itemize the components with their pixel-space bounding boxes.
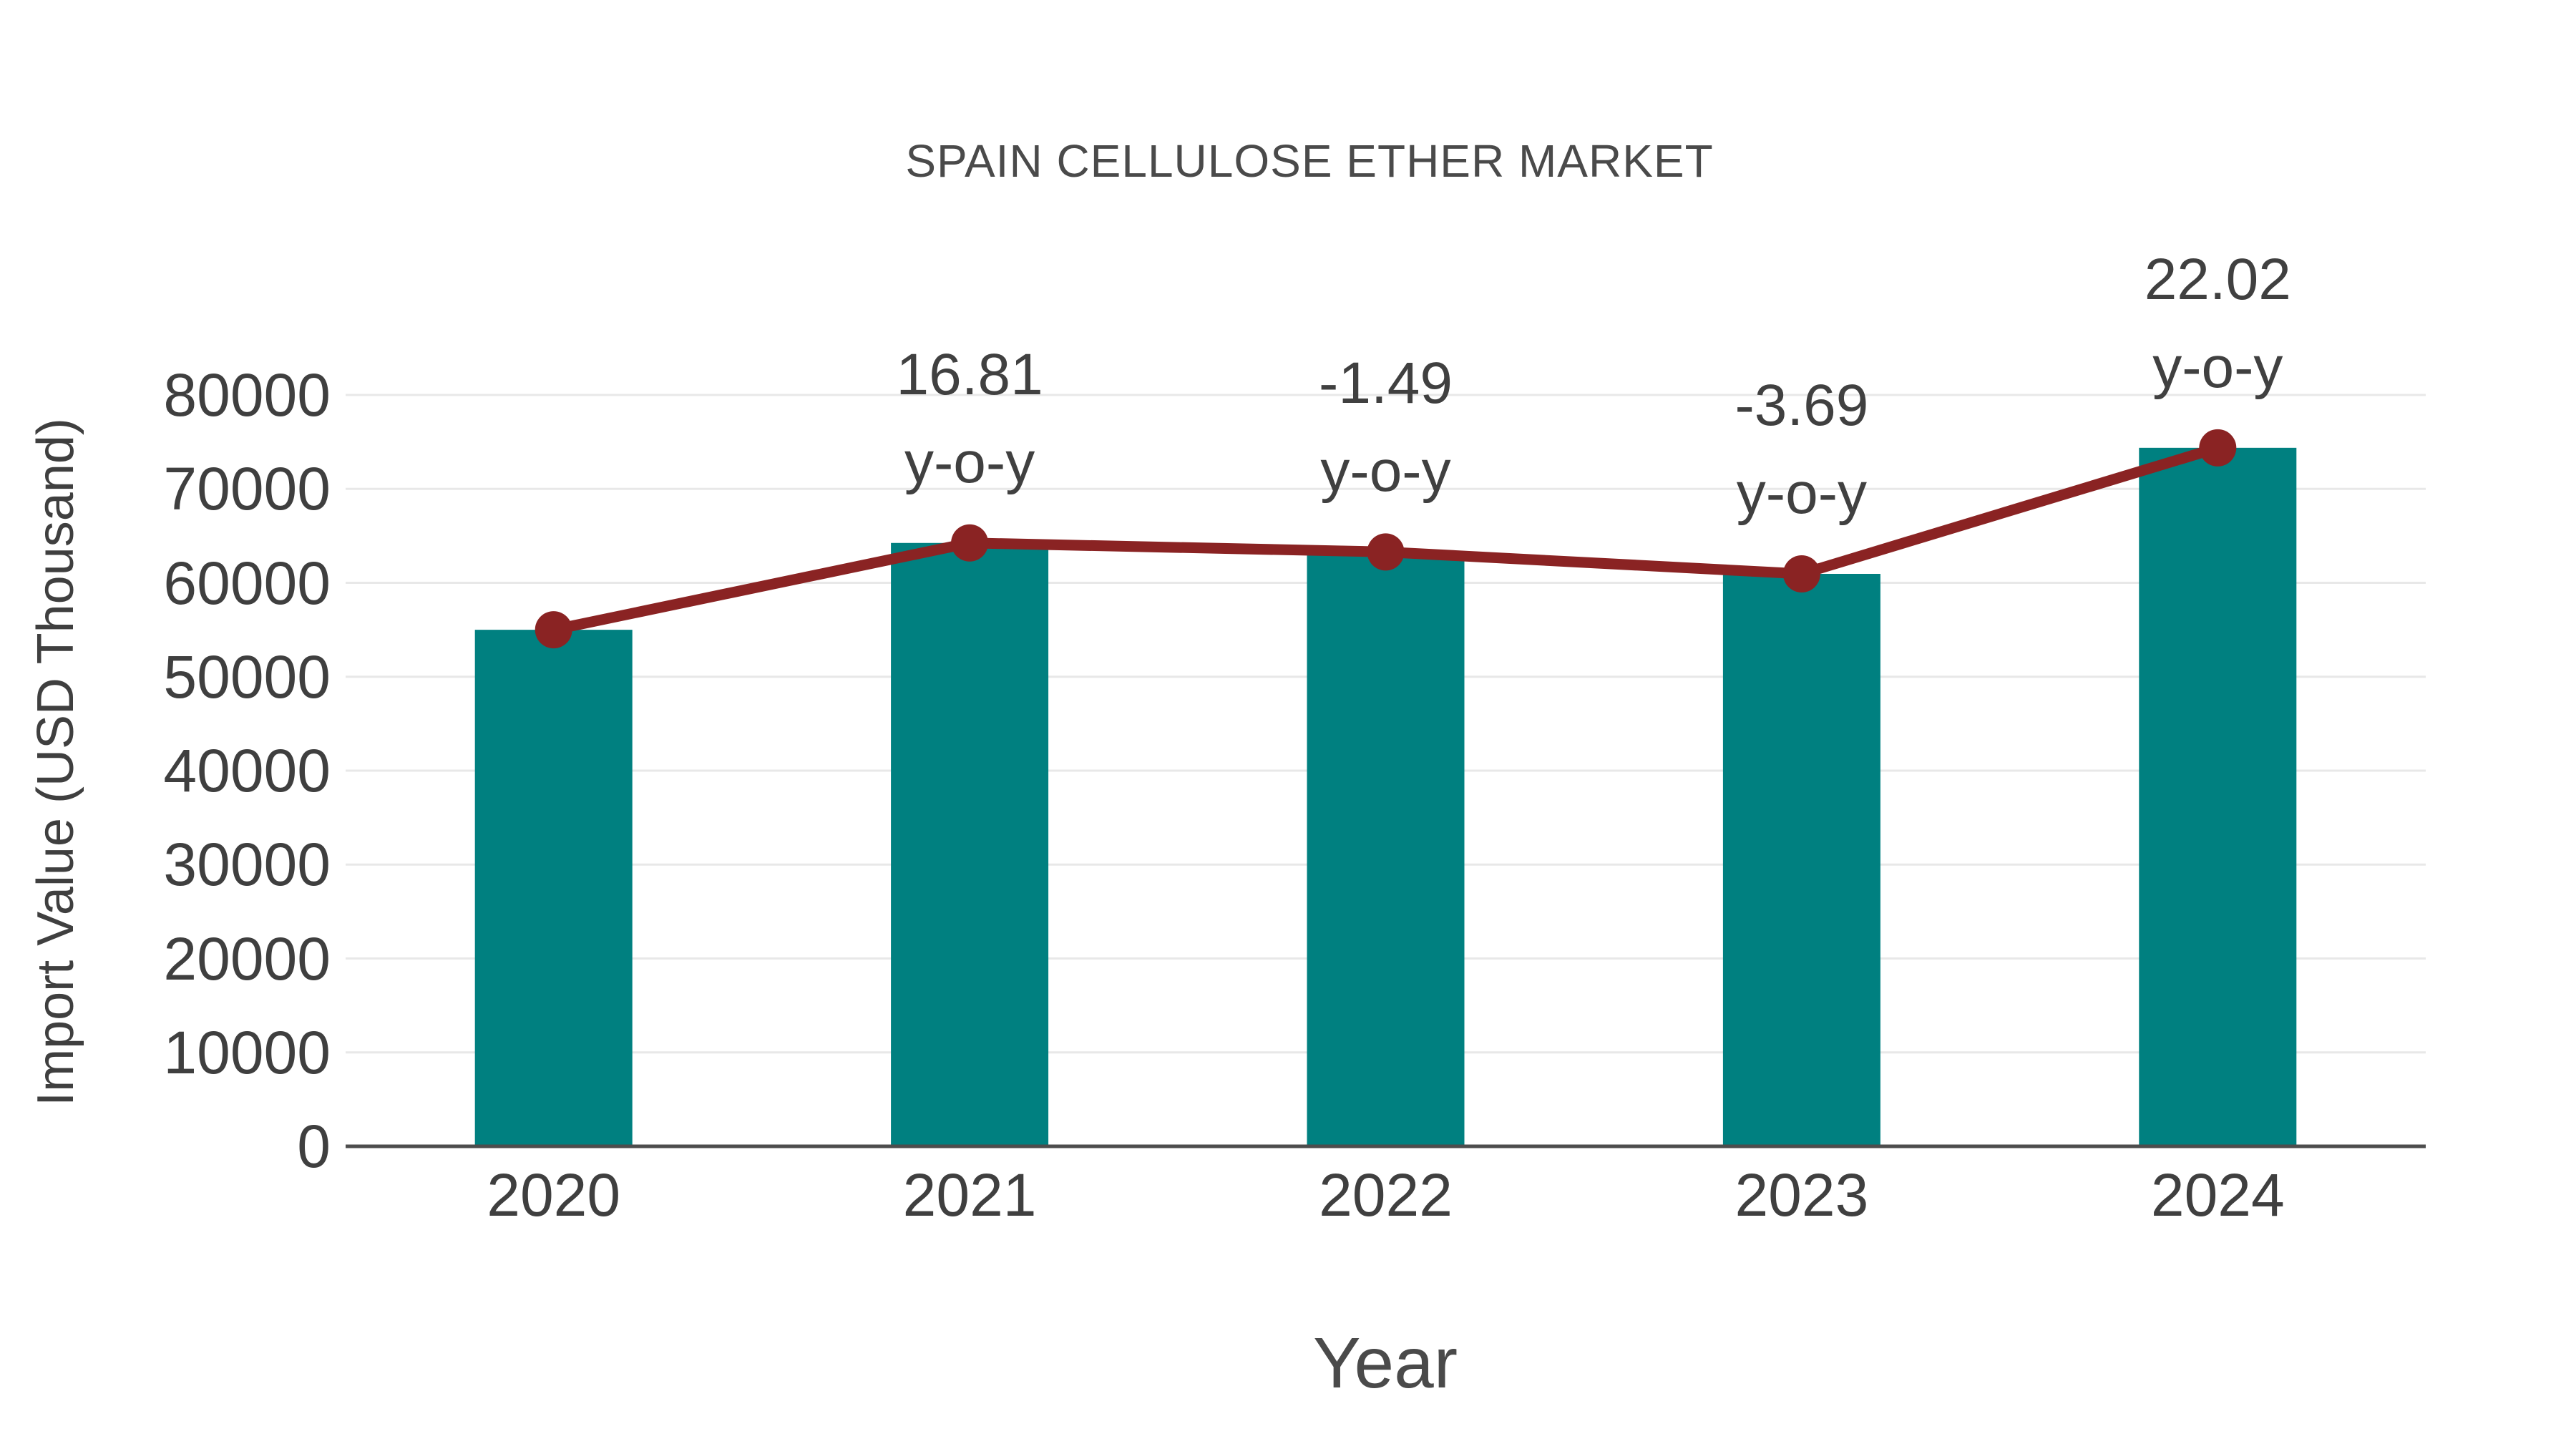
y-tick-label-80000: 80000 bbox=[163, 361, 331, 429]
chart-title: SPAIN CELLULOSE ETHER MARKET bbox=[905, 135, 1714, 187]
y-tick-label-40000: 40000 bbox=[163, 737, 331, 804]
x-tick-label-2023: 2023 bbox=[1735, 1161, 1869, 1229]
x-tick-label-2020: 2020 bbox=[487, 1161, 621, 1229]
y-tick-label-70000: 70000 bbox=[163, 455, 331, 523]
trend-point-2022 bbox=[1367, 533, 1405, 571]
bar-2020 bbox=[474, 630, 633, 1146]
y-tick-label-60000: 60000 bbox=[163, 549, 331, 617]
bar-2024 bbox=[2139, 447, 2297, 1146]
y-tick-label-20000: 20000 bbox=[163, 924, 331, 992]
trend-point-2023 bbox=[1782, 555, 1820, 592]
annotation-value-2023: -3.69 bbox=[1735, 372, 1869, 438]
annotation-value-2022: -1.49 bbox=[1319, 351, 1453, 416]
x-tick-label-2022: 2022 bbox=[1319, 1161, 1453, 1229]
trend-point-2020 bbox=[535, 611, 572, 649]
bar-2022 bbox=[1307, 552, 1465, 1146]
x-axis-title: Year bbox=[1312, 1323, 1458, 1403]
x-tick-label-2021: 2021 bbox=[902, 1161, 1037, 1229]
annotation-value-2021: 16.81 bbox=[896, 341, 1043, 407]
x-tick-label-2024: 2024 bbox=[2150, 1161, 2285, 1229]
y-tick-label-10000: 10000 bbox=[163, 1018, 331, 1086]
annotation-label-2024: y-o-y bbox=[2152, 334, 2283, 400]
annotation-value-2024: 22.02 bbox=[2144, 246, 2291, 312]
trend-point-2024 bbox=[2199, 429, 2237, 467]
annotation-label-2021: y-o-y bbox=[904, 429, 1035, 495]
y-tick-label-30000: 30000 bbox=[163, 831, 331, 899]
y-tick-label-0: 0 bbox=[297, 1113, 331, 1180]
trend-point-2021 bbox=[951, 524, 989, 562]
bar-2023 bbox=[1722, 573, 1880, 1146]
annotation-label-2022: y-o-y bbox=[1320, 439, 1451, 504]
bar-2021 bbox=[891, 542, 1049, 1146]
y-tick-label-50000: 50000 bbox=[163, 643, 331, 711]
annotation-label-2023: y-o-y bbox=[1736, 460, 1867, 526]
